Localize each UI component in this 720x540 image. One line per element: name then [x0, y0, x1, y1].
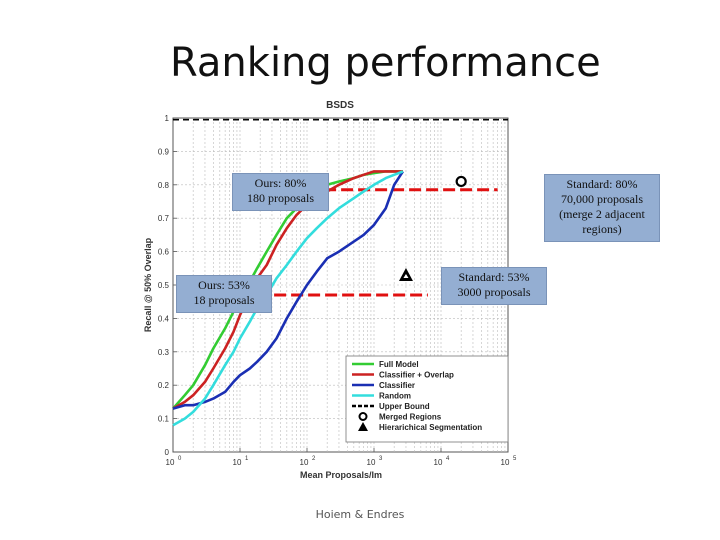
legend-swatch-triangle — [358, 422, 368, 431]
y-axis-label: Recall @ 50% Overlap — [143, 237, 153, 332]
y-tick-label: 0 — [165, 448, 170, 457]
y-tick-label: 0.1 — [158, 415, 170, 424]
callout-standard-53: Standard: 53% 3000 proposals — [441, 267, 547, 305]
y-tick-label: 0.8 — [158, 181, 170, 190]
callout-standard-80-line2: 70,000 proposals — [561, 192, 643, 206]
y-tick-label: 0.4 — [158, 314, 170, 323]
legend-label: Full Model — [379, 360, 419, 369]
callout-standard-53-line1: Standard: 53% — [458, 270, 530, 284]
callout-standard-80-line1: Standard: 80% — [566, 177, 638, 191]
callout-standard-80: Standard: 80% 70,000 proposals (merge 2 … — [544, 174, 660, 242]
legend-box — [345, 355, 509, 443]
x-axis-label: Mean Proposals/Im — [300, 470, 382, 480]
x-tick-label: 10 — [166, 458, 175, 467]
y-tick-label: 0.6 — [158, 248, 170, 257]
callout-ours-53-line2: 18 proposals — [193, 293, 255, 307]
marker-hierarchical-segmentation-inner — [403, 273, 409, 278]
x-tick-label: 10 — [233, 458, 242, 467]
x-tick-label: 10 — [367, 458, 376, 467]
callout-standard-53-line2: 3000 proposals — [457, 285, 531, 299]
y-tick-label: 0.3 — [158, 348, 170, 357]
x-tick-label: 10 — [501, 458, 510, 467]
series-line-classifier — [172, 170, 404, 410]
y-tick-label: 0.9 — [158, 147, 170, 156]
legend-label: Classifier — [379, 381, 415, 390]
legend-label: Random — [379, 392, 411, 401]
callout-ours-53-line1: Ours: 53% — [198, 278, 250, 292]
callout-ours-80-line1: Ours: 80% — [254, 176, 307, 190]
legend-label: Hierarichical Segmentation — [379, 423, 482, 432]
series-line-random — [172, 170, 404, 427]
callout-standard-80-line3: (merge 2 adjacent — [559, 207, 645, 221]
slide-footer: Hoiem & Endres — [315, 508, 405, 521]
x-tick-exponent: 2 — [312, 456, 316, 462]
chart-title: BSDS — [326, 100, 354, 111]
callout-ours-80: Ours: 80% 180 proposals — [232, 173, 329, 211]
callout-ours-53: Ours: 53% 18 proposals — [176, 275, 272, 313]
legend-label: Merged Regions — [379, 413, 442, 422]
x-tick-exponent: 3 — [379, 456, 383, 462]
x-tick-label: 10 — [434, 458, 443, 467]
y-tick-label: 0.5 — [158, 281, 170, 290]
y-tick-label: 0.7 — [158, 214, 170, 223]
legend-swatch-circle — [358, 412, 368, 421]
slide-title: Ranking performance — [170, 40, 601, 86]
x-tick-exponent: 0 — [178, 456, 182, 462]
x-tick-label: 10 — [300, 458, 309, 467]
callout-standard-80-line4: regions) — [582, 222, 622, 236]
y-tick-label: 1 — [165, 114, 170, 123]
y-tick-label: 0.2 — [158, 381, 170, 390]
legend-label: Upper Bound — [379, 402, 430, 411]
callout-ours-80-line2: 180 proposals — [247, 191, 314, 205]
x-tick-exponent: 4 — [446, 456, 450, 462]
series-line-classifier-overlap — [172, 170, 403, 410]
legend-label: Classifier + Overlap — [379, 371, 454, 380]
x-tick-exponent: 5 — [513, 456, 517, 462]
marker-merged-regions — [455, 175, 467, 188]
x-tick-exponent: 1 — [245, 456, 249, 462]
